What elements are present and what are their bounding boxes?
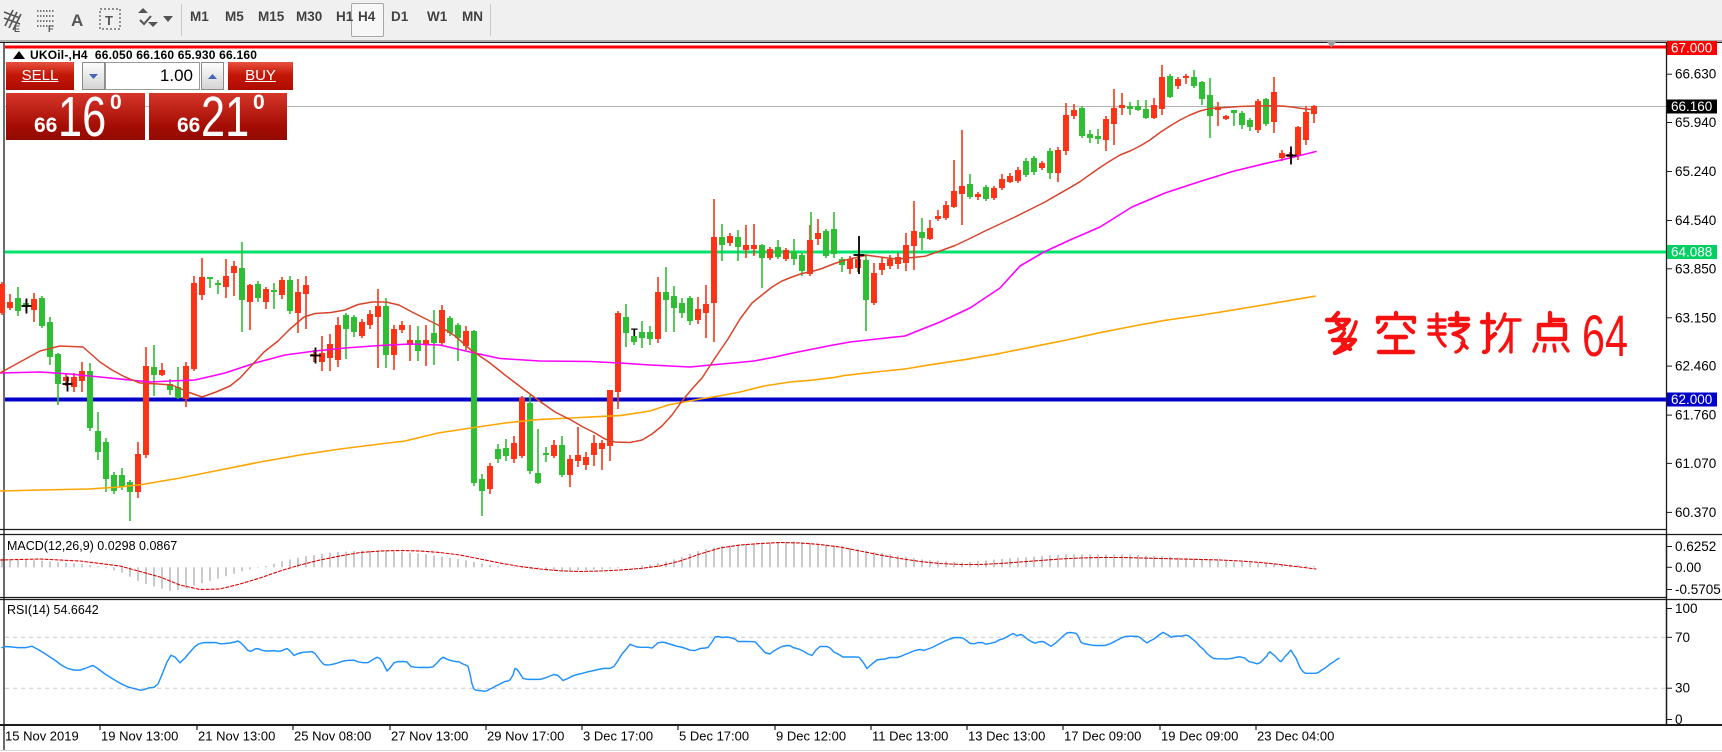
svg-text:RSI(14) 54.6642: RSI(14) 54.6642 — [7, 603, 99, 617]
svg-text:66.160: 66.160 — [1671, 99, 1712, 114]
svg-text:65.240: 65.240 — [1675, 164, 1716, 179]
svg-text:66.630: 66.630 — [1675, 67, 1716, 82]
svg-text:-0.5705: -0.5705 — [1675, 582, 1721, 597]
svg-text:62.460: 62.460 — [1675, 359, 1716, 374]
svg-text:70: 70 — [1675, 630, 1690, 645]
svg-text:60.370: 60.370 — [1675, 505, 1716, 520]
svg-text:A: A — [71, 11, 83, 30]
svg-text:T: T — [631, 327, 638, 339]
svg-text:19 Nov 13:00: 19 Nov 13:00 — [101, 729, 178, 744]
svg-text:21 Nov 13:00: 21 Nov 13:00 — [198, 729, 275, 744]
svg-text:E: E — [14, 24, 20, 34]
svg-text:61.070: 61.070 — [1675, 456, 1716, 471]
svg-text:62.000: 62.000 — [1671, 392, 1712, 407]
svg-text:11 Dec 13:00: 11 Dec 13:00 — [872, 729, 948, 744]
svg-text:F: F — [48, 24, 54, 34]
svg-text:23 Dec 04:00: 23 Dec 04:00 — [1257, 729, 1334, 744]
svg-text:29 Nov 17:00: 29 Nov 17:00 — [487, 729, 564, 744]
svg-text:63.850: 63.850 — [1675, 261, 1716, 276]
svg-text:64.540: 64.540 — [1675, 213, 1716, 228]
svg-text:3 Dec 17:00: 3 Dec 17:00 — [583, 729, 653, 744]
svg-text:MACD(12,26,9) 0.0298 0.0867: MACD(12,26,9) 0.0298 0.0867 — [7, 539, 177, 553]
svg-text:27 Nov 13:00: 27 Nov 13:00 — [391, 729, 468, 744]
svg-text:30: 30 — [1675, 681, 1690, 696]
svg-text:0: 0 — [1675, 712, 1683, 727]
svg-text:61.760: 61.760 — [1675, 408, 1716, 423]
svg-text:63.150: 63.150 — [1675, 310, 1716, 325]
svg-text:5 Dec 17:00: 5 Dec 17:00 — [679, 729, 749, 744]
svg-text:0.6252: 0.6252 — [1675, 539, 1716, 554]
svg-text:19 Dec 09:00: 19 Dec 09:00 — [1161, 729, 1238, 744]
svg-text:65.940: 65.940 — [1675, 115, 1716, 130]
svg-text:13 Dec 13:00: 13 Dec 13:00 — [968, 729, 1045, 744]
svg-text:9 Dec 12:00: 9 Dec 12:00 — [776, 729, 846, 744]
svg-text:100: 100 — [1675, 601, 1698, 616]
svg-text:17 Dec 09:00: 17 Dec 09:00 — [1064, 729, 1141, 744]
svg-text:64.088: 64.088 — [1671, 245, 1712, 260]
svg-text:67.000: 67.000 — [1671, 41, 1712, 56]
svg-text:15 Nov 2019: 15 Nov 2019 — [5, 729, 79, 744]
svg-text:0.00: 0.00 — [1675, 560, 1701, 575]
svg-text:64: 64 — [1582, 304, 1628, 369]
svg-text:T: T — [105, 13, 113, 28]
svg-text:25 Nov 08:00: 25 Nov 08:00 — [294, 729, 371, 744]
